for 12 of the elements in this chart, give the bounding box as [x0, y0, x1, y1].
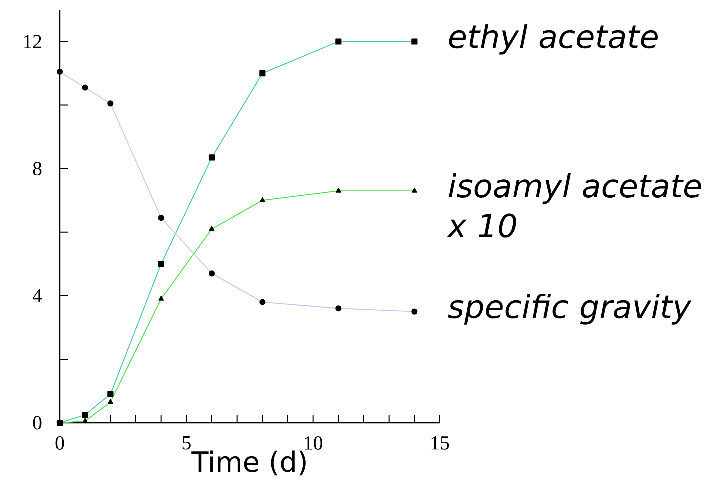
y-tick-label: 0 [33, 416, 42, 430]
x-tick-label: 5 [182, 436, 191, 450]
series-label: ethyl acetate [449, 24, 658, 55]
y-tick-label: 12 [24, 35, 42, 48]
y-tick-label: 8 [33, 162, 42, 176]
x-tick-label: 15 [432, 436, 450, 450]
x-axis-title: Time (d) [192, 450, 306, 476]
x-tick-label: 10 [305, 436, 323, 450]
series-label: isoamyl acetate x 10 [447, 173, 702, 238]
series-label: specific gravity [448, 294, 692, 325]
y-tick-label: 4 [32, 289, 42, 302]
x-tick-label: 0 [56, 436, 64, 450]
